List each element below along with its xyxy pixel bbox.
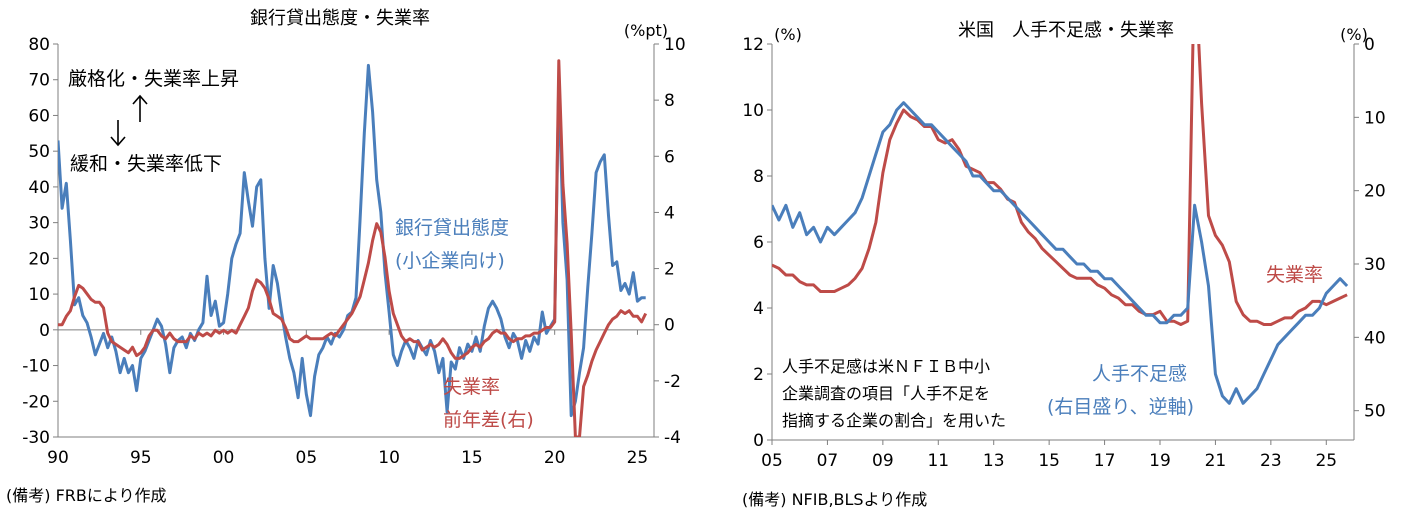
right-right-tick-label: 0 (1364, 35, 1375, 55)
left-x-tick-label: 90 (47, 448, 69, 468)
left-x-tick-label: 05 (296, 448, 318, 468)
left-left-tick-label: 40 (28, 178, 50, 198)
left-x-tick-label: 20 (544, 448, 566, 468)
right-x-tick-label: 17 (1094, 451, 1116, 471)
right-x-tick-label: 19 (1149, 451, 1171, 471)
left-series-line (58, 59, 648, 437)
label-right-scale-inverted: (右目盛り、逆軸) (1047, 396, 1195, 418)
left-left-tick-label: 60 (28, 106, 50, 126)
left-left-tick-label: -10 (22, 357, 50, 377)
label-small-business: (小企業向け) (395, 250, 505, 272)
right-left-axis-unit: (%) (774, 25, 802, 44)
left-right-axis-unit: (%pt) (624, 21, 668, 40)
right-x-tick-label: 15 (1038, 451, 1060, 471)
left-left-tick-label: 10 (28, 285, 50, 305)
note-line-2: 企業調査の項目「人手不足を (782, 384, 991, 403)
left-chart-svg: 銀行貸出態度・失業率 (%pt) 80706050403020100-10-20… (22, 8, 685, 468)
label-lending-attitude: 銀行貸出態度 (395, 217, 510, 239)
left-right-tick-label: 2 (664, 260, 675, 280)
left-right-tick-label: -2 (664, 372, 681, 392)
label-unemployment: 失業率 (443, 376, 501, 398)
right-right-tick-label: 30 (1364, 255, 1386, 275)
left-right-tick-label: 8 (664, 91, 675, 111)
left-chart-title: 銀行貸出態度・失業率 (250, 8, 430, 29)
annotation-tightening: 厳格化・失業率上昇 (68, 68, 240, 90)
arrow-down-head (110, 136, 126, 147)
left-right-tick-label: 4 (664, 203, 675, 223)
right-x-tick-label: 07 (817, 451, 839, 471)
right-chart-panel: 米国 人手不足感・失業率 (%) (%) 12 10 8 6 4 2 0 0 10 20 30 40 5… (706, 0, 1409, 512)
right-left-tick-label: 2 (753, 365, 764, 385)
right-right-tick-label: 20 (1364, 182, 1386, 202)
right-chart-title: 米国 人手不足感・失業率 (958, 20, 1174, 41)
right-left-tick-label: 0 (753, 431, 764, 451)
left-chart-panel: 銀行貸出態度・失業率 (%pt) 80 70 60 50 40 30 20 10 0 -10 -20… (0, 0, 686, 512)
left-left-tick-label: 80 (28, 35, 50, 55)
right-x-tick-label: 13 (983, 451, 1005, 471)
left-x-tick-label: 95 (130, 448, 152, 468)
right-chart-svg: 米国 人手不足感・失業率 (%) (%) 1210864200102030405… (742, 20, 1386, 471)
right-x-tick-label: 23 (1260, 451, 1282, 471)
left-right-tick-label: -4 (664, 428, 681, 448)
right-right-tick-label: 10 (1364, 108, 1386, 128)
left-left-tick-label: 0 (39, 321, 50, 341)
left-x-tick-label: 25 (627, 448, 649, 468)
label-yoy-change-right: 前年差(右) (443, 409, 534, 431)
right-x-tick-label: 11 (927, 451, 949, 471)
right-right-axis-unit: (%) (1340, 25, 1368, 44)
left-right-tick-label: 0 (664, 316, 675, 336)
right-x-tick-label: 05 (761, 451, 783, 471)
right-right-tick-label: 40 (1364, 328, 1386, 348)
left-x-tick-label: 15 (461, 448, 483, 468)
left-right-tick-label: 6 (664, 147, 675, 167)
right-series-line (772, 101, 1349, 405)
right-x-tick-label: 09 (872, 451, 894, 471)
right-x-tick-label: 21 (1205, 451, 1227, 471)
right-left-tick-label: 12 (742, 35, 764, 55)
right-right-tick-label: 50 (1364, 402, 1386, 422)
right-source-note: (備考) NFIB,BLSより作成 (742, 490, 928, 509)
annotation-easing: 緩和・失業率低下 (70, 153, 223, 175)
right-series-line (772, 44, 1348, 326)
left-left-tick-label: 70 (28, 71, 50, 91)
left-left-tick-label: -30 (22, 428, 50, 448)
right-left-tick-label: 8 (753, 167, 764, 187)
left-x-tick-label: 00 (213, 448, 235, 468)
label-labor-shortage: 人手不足感 (1092, 363, 1188, 385)
left-left-tick-label: 30 (28, 214, 50, 234)
left-left-tick-label: -20 (22, 392, 50, 412)
left-source-note: (備考) FRBにより作成 (6, 486, 167, 505)
note-line-3: 指摘する企業の割合」を用いた (782, 411, 1007, 430)
label-unemployment-rate: 失業率 (1266, 264, 1324, 286)
left-x-tick-label: 10 (378, 448, 400, 468)
left-right-tick-label: 10 (664, 35, 686, 55)
right-left-tick-label: 10 (742, 101, 764, 121)
note-line-1: 人手不足感は米ＮＦＩＢ中小 (782, 357, 991, 376)
left-left-tick-label: 20 (28, 249, 50, 269)
left-left-tick-label: 50 (28, 142, 50, 162)
right-x-tick-label: 25 (1315, 451, 1337, 471)
right-left-tick-label: 6 (753, 233, 764, 253)
arrow-up-head (132, 94, 148, 105)
right-left-tick-label: 4 (753, 299, 764, 319)
